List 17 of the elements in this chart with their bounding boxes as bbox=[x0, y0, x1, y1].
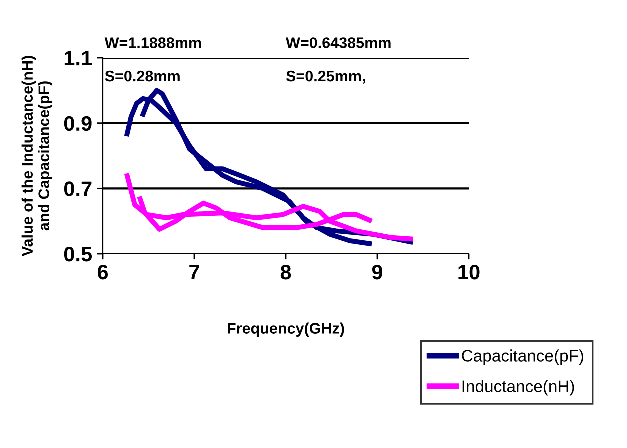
x-tick-label: 8 bbox=[280, 264, 292, 280]
annotation: S=0.25mm, bbox=[286, 70, 366, 84]
legend-label: Capacitance(pF) bbox=[462, 350, 584, 366]
y-tick-label: 0.7 bbox=[64, 182, 92, 196]
x-tick-label: 7 bbox=[190, 265, 200, 280]
y-tick-label: 0.5 bbox=[64, 247, 92, 262]
y-tick-label: 1.1 bbox=[64, 51, 92, 66]
annotation: S=0.28mm bbox=[105, 70, 180, 82]
legend-label: Inductance(nH) bbox=[462, 380, 574, 396]
text: W=1.1888mm bbox=[104, 38, 202, 48]
y-tick-label: 0.9 bbox=[64, 116, 92, 132]
x-axis-title: Frequency(GHz) bbox=[228, 322, 344, 337]
text: W=0.64385mm bbox=[286, 38, 391, 48]
x-tick-label: 9 bbox=[372, 264, 383, 280]
y-axis-title: Value of the Inductance(nH) and Capacitance(pF) bbox=[22, 56, 53, 256]
x-tick-label: 10 bbox=[458, 264, 480, 280]
x-tick-label: 6 bbox=[98, 264, 108, 280]
